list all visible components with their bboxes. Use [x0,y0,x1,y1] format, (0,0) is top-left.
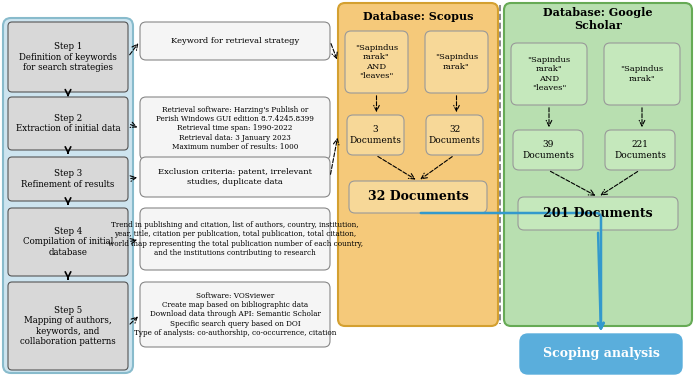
FancyBboxPatch shape [8,22,128,92]
Text: Step 2
Extraction of initial data: Step 2 Extraction of initial data [16,114,120,133]
Text: 201 Documents: 201 Documents [543,207,653,220]
Text: 32 Documents: 32 Documents [367,191,468,204]
FancyBboxPatch shape [8,97,128,150]
FancyBboxPatch shape [140,208,330,270]
FancyBboxPatch shape [3,18,133,373]
FancyBboxPatch shape [140,97,330,160]
FancyBboxPatch shape [513,130,583,170]
Text: Step 3
Refinement of results: Step 3 Refinement of results [22,169,115,189]
FancyBboxPatch shape [605,130,675,170]
Text: Trend in publishing and citation, list of authors, country, institution,
year, t: Trend in publishing and citation, list o… [107,221,363,257]
Text: Step 5
Mapping of authors,
keywords, and
collaboration patterns: Step 5 Mapping of authors, keywords, and… [20,306,116,346]
FancyBboxPatch shape [140,22,330,60]
FancyBboxPatch shape [520,334,682,374]
Text: Scoping analysis: Scoping analysis [543,348,659,361]
FancyBboxPatch shape [504,3,692,326]
Text: Database: Google
Scholar: Database: Google Scholar [544,7,653,31]
Text: Exclusion criteria: patent, irrelevant
studies, duplicate data: Exclusion criteria: patent, irrelevant s… [158,168,312,186]
FancyBboxPatch shape [511,43,587,105]
FancyBboxPatch shape [8,282,128,370]
Text: "Sapindus
rarak"
AND
"leaves": "Sapindus rarak" AND "leaves" [355,44,398,80]
FancyBboxPatch shape [425,31,488,93]
FancyBboxPatch shape [140,282,330,347]
Text: Step 4
Compilation of initial
database: Step 4 Compilation of initial database [23,227,113,257]
Text: "Sapindus
rarak": "Sapindus rarak" [435,53,478,71]
FancyBboxPatch shape [345,31,408,93]
FancyBboxPatch shape [518,197,678,230]
Text: 3
Documents: 3 Documents [349,125,402,145]
FancyBboxPatch shape [349,181,487,213]
Text: Retrieval software: Harzing's Publish or
Perish Windows GUI edition 8.7.4245.839: Retrieval software: Harzing's Publish or… [156,106,314,151]
Text: Software: VOSviewer
Create map based on bibliographic data
Download data through: Software: VOSviewer Create map based on … [134,292,336,337]
FancyBboxPatch shape [8,157,128,201]
FancyBboxPatch shape [426,115,483,155]
Text: Database: Scopus: Database: Scopus [363,11,473,23]
Text: "Sapindus
rarak": "Sapindus rarak" [620,65,663,83]
Text: 32
Documents: 32 Documents [429,125,480,145]
FancyBboxPatch shape [8,208,128,276]
FancyBboxPatch shape [338,3,498,326]
FancyBboxPatch shape [604,43,680,105]
FancyBboxPatch shape [140,157,330,197]
Text: 39
Documents: 39 Documents [522,140,574,160]
FancyBboxPatch shape [347,115,404,155]
Text: "Sapindus
rarak"
AND
"leaves": "Sapindus rarak" AND "leaves" [528,56,571,92]
Text: Step 1
Definition of keywords
for search strategies: Step 1 Definition of keywords for search… [19,42,117,72]
Text: 221
Documents: 221 Documents [614,140,666,160]
Text: Keyword for retrieval strategy: Keyword for retrieval strategy [171,37,299,45]
